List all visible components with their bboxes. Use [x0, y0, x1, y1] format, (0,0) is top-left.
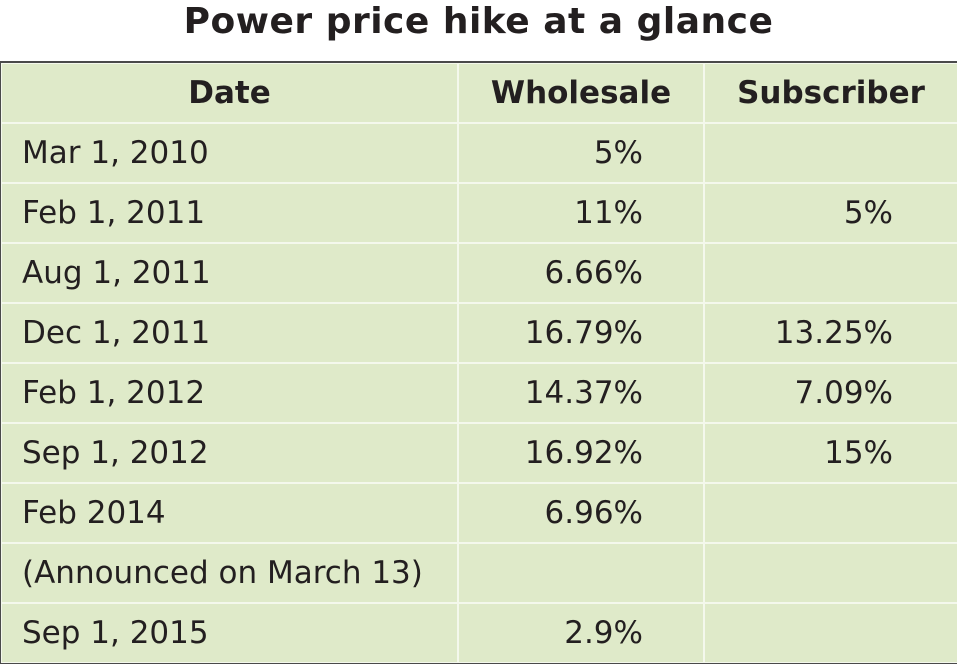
table-cell: 2.9%: [457, 602, 705, 664]
table-cell: 16.79%: [457, 302, 705, 364]
table-row: Dec 1, 2011 16.79% 13.25%: [0, 302, 957, 364]
table-cell: Feb 2014: [0, 482, 459, 544]
price-table: Date Wholesale Subscriber Mar 1, 2010 5% Feb…: [0, 61, 957, 664]
column-header: Subscriber: [703, 62, 957, 124]
table-cell: 6.96%: [457, 482, 705, 544]
table-row: Sep 1, 2015 2.9%: [0, 602, 957, 664]
table-cell: 5%: [703, 182, 957, 244]
header-row: Date Wholesale Subscriber: [0, 62, 957, 124]
table-cell: [457, 542, 705, 604]
table-cell: Mar 1, 2010: [0, 122, 459, 184]
table-cell: [703, 482, 957, 544]
table-row: Mar 1, 2010 5%: [0, 122, 957, 184]
table-cell: 15%: [703, 422, 957, 484]
table-cell: [703, 122, 957, 184]
table-cell: (Announced on March 13): [0, 542, 459, 604]
column-header: Date: [0, 62, 459, 124]
table-cell: Sep 1, 2012: [0, 422, 459, 484]
table-cell: Dec 1, 2011: [0, 302, 459, 364]
table-cell: [703, 602, 957, 664]
table-row: Aug 1, 2011 6.66%: [0, 242, 957, 304]
table-cell: 16.92%: [457, 422, 705, 484]
table-row: Sep 1, 2012 16.92% 15%: [0, 422, 957, 484]
table-row: Feb 2014 6.96%: [0, 482, 957, 544]
table-cell: 14.37%: [457, 362, 705, 424]
table-cell: Feb 1, 2011: [0, 182, 459, 244]
table-cell: 7.09%: [703, 362, 957, 424]
table-cell: Aug 1, 2011: [0, 242, 459, 304]
table-cell: [703, 242, 957, 304]
table-row: (Announced on March 13): [0, 542, 957, 604]
table-cell: 11%: [457, 182, 705, 244]
table-row: Feb 1, 2011 11% 5%: [0, 182, 957, 244]
table-cell: [703, 542, 957, 604]
table-row: Feb 1, 2012 14.37% 7.09%: [0, 362, 957, 424]
table-cell: Sep 1, 2015: [0, 602, 459, 664]
column-header: Wholesale: [457, 62, 705, 124]
table-cell: Feb 1, 2012: [0, 362, 459, 424]
title: Power price hike at a glance: [183, 1, 774, 42]
table-cell: 13.25%: [703, 302, 957, 364]
table-cell: 6.66%: [457, 242, 705, 304]
table-cell: 5%: [457, 122, 705, 184]
table-body: Mar 1, 2010 5% Feb 1, 2011 11% 5% Aug 1, 2011…: [0, 122, 957, 664]
